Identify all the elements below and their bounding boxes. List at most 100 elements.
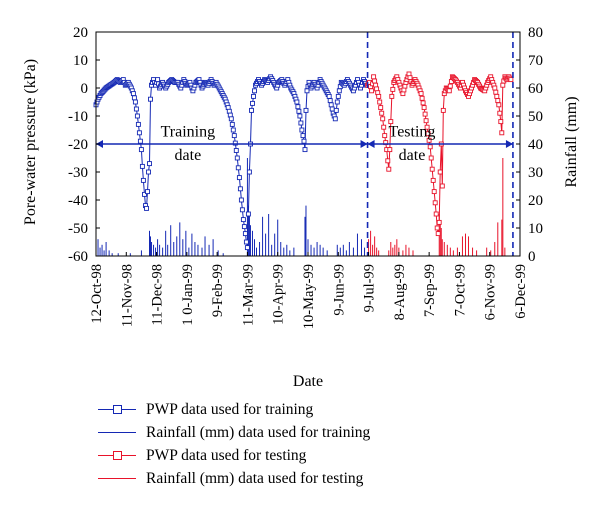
pwp-marker xyxy=(132,99,138,105)
pwp-marker xyxy=(433,211,439,217)
x-tick-label: 7-Oct-99 xyxy=(452,264,468,316)
x-tick-label: 8-Aug-99 xyxy=(392,264,408,320)
pwp-marker xyxy=(229,121,235,127)
pwp-marker xyxy=(387,147,393,153)
right-axis-ticks: 80 70 60 50 40 30 20 10 0 xyxy=(516,25,543,265)
pwp-marker xyxy=(303,107,309,113)
pwp-marker xyxy=(421,105,427,111)
y-left-tick-label: 10 xyxy=(73,53,88,69)
period-annotation: date xyxy=(175,147,202,164)
arrow-head xyxy=(367,140,375,148)
pwp-marker xyxy=(381,124,387,130)
left-axis-ticks: 20 10 0 -10 -20 -30 -40 -50 -60 xyxy=(68,25,100,265)
pwp-marker xyxy=(333,107,339,113)
legend-line xyxy=(98,477,136,479)
pwp-marker xyxy=(239,207,245,213)
y-left-tick-label: -30 xyxy=(68,165,88,181)
y-right-tick-label: 40 xyxy=(528,137,543,153)
pwp-marker xyxy=(426,137,432,143)
x-axis-ticks: 12-Oct-98 11-Nov-98 11-Dec-98 1 0-Jan-99 9-F… xyxy=(89,252,529,329)
rainfall-training-series xyxy=(95,158,366,256)
y-left-tick-label: -10 xyxy=(68,109,88,125)
pwp-marker xyxy=(250,100,255,106)
pwp-marker xyxy=(302,147,308,153)
pwp-marker xyxy=(429,166,435,172)
pwp-marker xyxy=(385,158,391,164)
pwp-marker xyxy=(235,165,241,171)
y-left-tick-label: 0 xyxy=(81,81,89,97)
pwp-marker xyxy=(228,116,234,122)
pwp-marker xyxy=(388,119,394,125)
y-axis-label-right: Rainfall (mm) xyxy=(563,96,580,187)
pwp-marker xyxy=(427,144,433,150)
pwp-marker xyxy=(332,116,338,122)
y-right-tick-label: 30 xyxy=(528,165,543,181)
x-axis-label: Date xyxy=(293,373,323,390)
pwp-marker xyxy=(493,89,499,95)
y-left-tick-label: -40 xyxy=(68,193,88,209)
pwp-marker xyxy=(418,91,424,97)
pwp-marker xyxy=(147,161,152,167)
pwp-marker xyxy=(372,78,378,84)
legend-label: Rainfall (mm) data used for testing xyxy=(146,469,364,487)
pwp-marker xyxy=(240,217,246,223)
pwp-marker xyxy=(498,119,504,125)
pwp-marker xyxy=(378,105,384,111)
pwp-marker xyxy=(297,113,303,119)
period-annotation: Testing xyxy=(389,123,436,140)
pwp-marker xyxy=(131,95,137,101)
legend-item: PWP data used for training xyxy=(98,398,558,421)
y-left-tick-label: -60 xyxy=(68,249,88,265)
pwp-marker xyxy=(432,200,438,206)
rainfall-testing-series xyxy=(368,158,506,256)
pwp-marker xyxy=(440,107,446,113)
x-tick-label: 10-Apr-99 xyxy=(271,264,287,325)
pwp-marker xyxy=(155,77,161,83)
y-left-tick-label: -20 xyxy=(68,137,88,153)
x-tick-label: 9-Jun-99 xyxy=(331,264,347,316)
pwp-marker xyxy=(144,205,149,211)
pwp-marker xyxy=(335,93,341,99)
pwp-marker xyxy=(420,100,426,106)
legend-square-marker xyxy=(113,450,122,460)
pwp-marker xyxy=(237,186,243,192)
y-right-tick-label: 70 xyxy=(528,53,543,69)
x-tick-label: 10-May-99 xyxy=(301,264,317,329)
period-annotations: Training date Testing date xyxy=(161,123,436,164)
pwp-marker xyxy=(241,224,247,230)
arrow-head xyxy=(360,140,368,148)
pwp-marker xyxy=(447,83,453,89)
pwp-marker xyxy=(371,74,377,80)
pwp-training-series xyxy=(93,74,370,251)
pwp-marker xyxy=(428,155,434,161)
pwp-line xyxy=(367,72,512,234)
y-right-tick-label: 60 xyxy=(528,81,543,97)
pwp-marker xyxy=(136,130,142,136)
pwp-marker xyxy=(251,93,256,99)
x-tick-label: 1 0-Jan-99 xyxy=(180,264,196,326)
pwp-marker xyxy=(246,169,252,175)
pwp-marker xyxy=(327,98,333,104)
pwp-marker xyxy=(437,169,443,175)
pwp-marker xyxy=(294,99,300,105)
pwp-marker xyxy=(243,239,249,245)
x-tick-label: 7-Sep-99 xyxy=(422,264,438,317)
pwp-marker xyxy=(139,163,145,169)
pwp-marker xyxy=(295,104,301,110)
pwp-marker xyxy=(376,93,382,99)
period-annotation: date xyxy=(399,147,426,164)
x-tick-label: 6-Nov-99 xyxy=(483,264,499,320)
y-right-tick-label: 20 xyxy=(528,193,543,209)
pwp-marker xyxy=(138,147,144,153)
pwp-marker xyxy=(148,96,153,102)
pwp-marker xyxy=(500,82,506,88)
pwp-marker xyxy=(134,113,140,119)
pwp-marker xyxy=(145,189,150,195)
x-tick-label: 6-Dec-99 xyxy=(513,264,529,319)
pwp-marker xyxy=(232,140,238,146)
legend-label: PWP data used for training xyxy=(146,400,314,418)
pwp-marker xyxy=(496,102,502,108)
y-right-tick-label: 0 xyxy=(528,249,536,265)
pwp-marker xyxy=(328,102,334,108)
pwp-marker xyxy=(492,85,498,91)
